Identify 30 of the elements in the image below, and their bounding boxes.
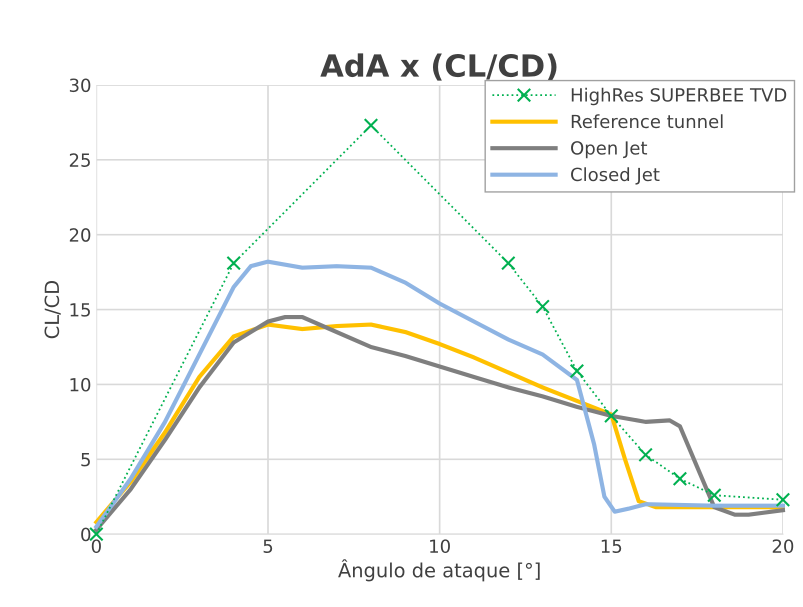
point xyxy=(672,471,688,486)
y-tick-label: 10 xyxy=(70,378,90,392)
point xyxy=(364,118,378,133)
point xyxy=(776,492,790,508)
point xyxy=(570,364,584,378)
point xyxy=(604,408,619,424)
legend-label: Reference tunnel xyxy=(572,114,723,128)
point xyxy=(638,448,653,462)
chart-title: AdA x (CL/CD) xyxy=(320,53,556,81)
point xyxy=(706,488,722,503)
point xyxy=(535,299,550,314)
point xyxy=(501,256,516,270)
y-tick-label: 15 xyxy=(70,303,90,317)
x-tick-label: 20 xyxy=(772,539,794,553)
legend-label: HighRes SUPERBEE TVD xyxy=(572,88,786,106)
x-tick-label: 5 xyxy=(264,540,272,553)
y-tick-label: 25 xyxy=(70,153,90,167)
y-tick-label: 0 xyxy=(81,528,90,542)
y-tick-label: 20 xyxy=(70,228,90,242)
x-tick-label: 10 xyxy=(430,539,450,553)
point xyxy=(226,256,241,270)
line-series xyxy=(94,260,786,529)
x-tick-label: 15 xyxy=(602,540,622,553)
y-axis-title: CL/CD xyxy=(44,280,61,338)
x-tick-label: 0 xyxy=(92,539,101,553)
legend-label: Closed Jet xyxy=(571,167,660,185)
x-axis-title: Ângulo de ataque [°] xyxy=(338,559,540,582)
y-tick-label: 5 xyxy=(81,452,90,466)
legend-label: Open Jet xyxy=(571,141,648,158)
y-tick-label: 30 xyxy=(70,78,90,92)
